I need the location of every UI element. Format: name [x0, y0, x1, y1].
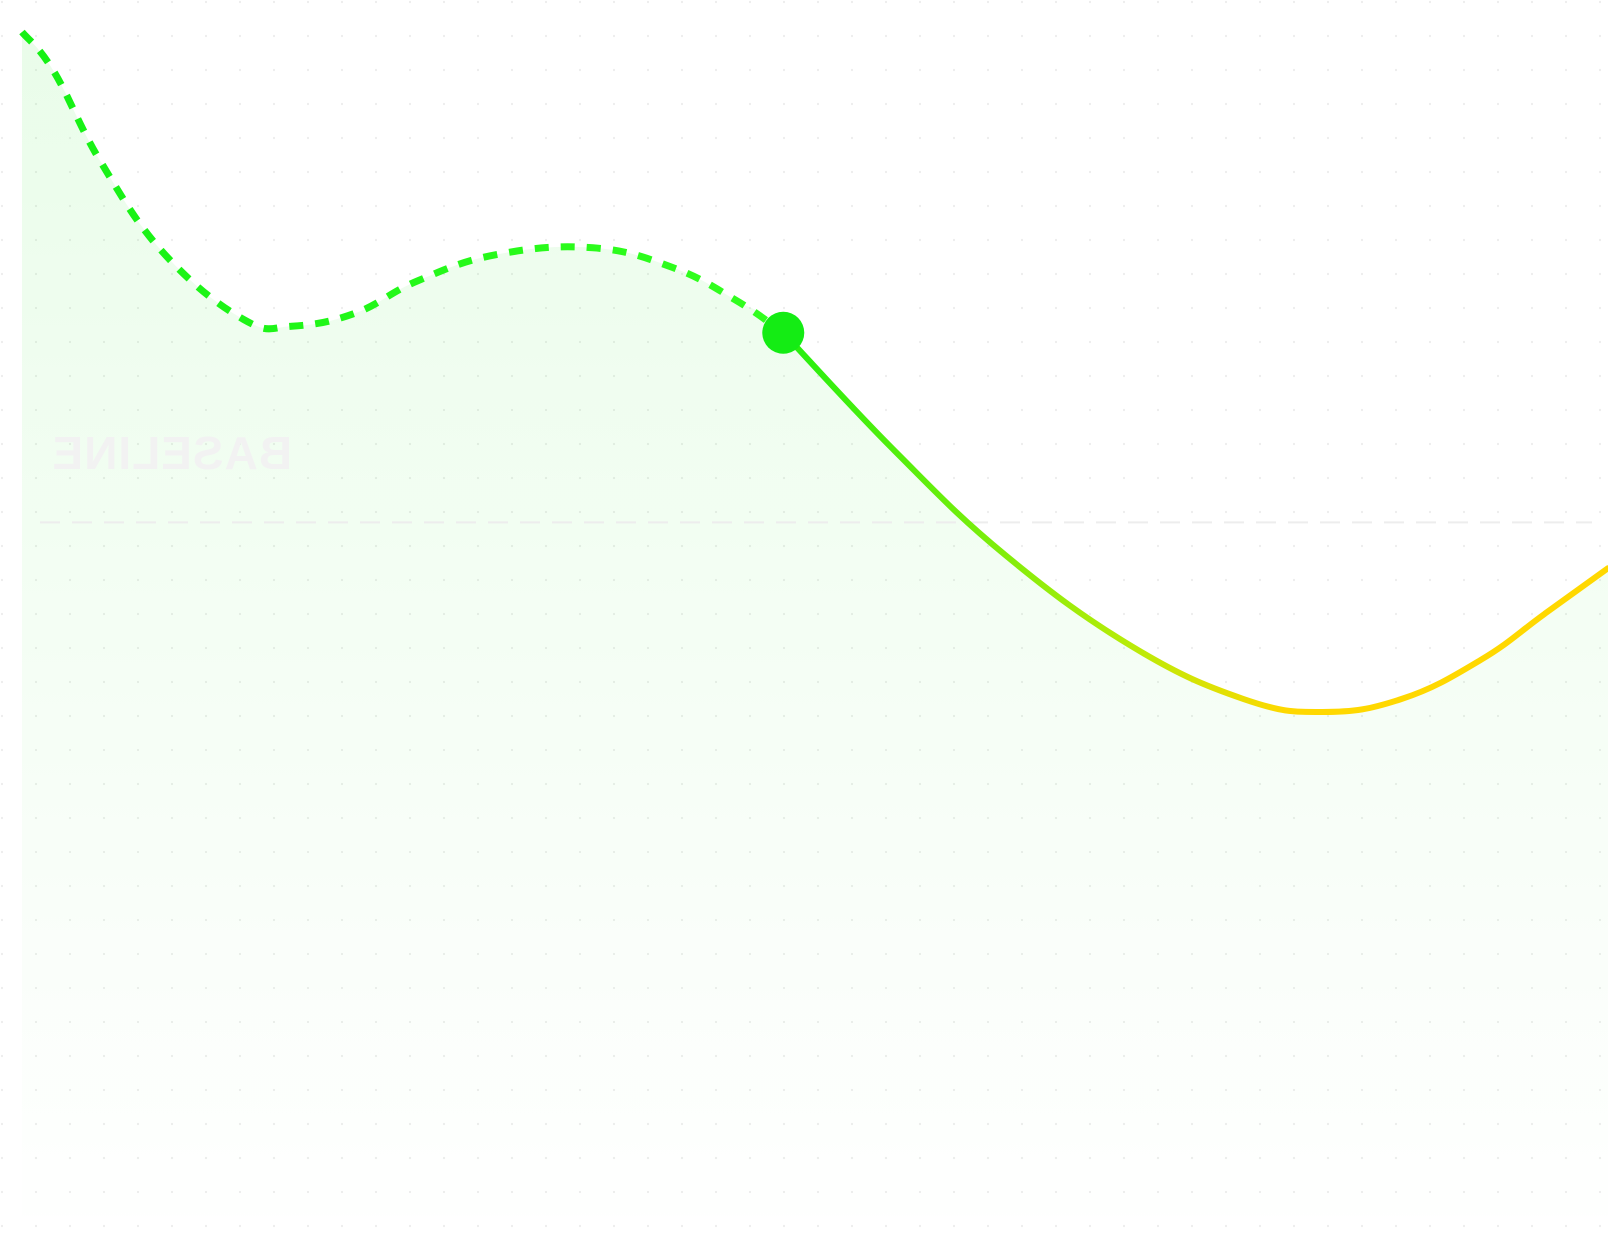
area-fill: [22, 32, 1608, 1240]
current-point-marker: [762, 311, 805, 354]
series-layer: [19, 29, 1608, 716]
area-fill-layer: [22, 32, 1608, 1240]
series-line-dashed: [19, 29, 786, 336]
marker-layer: [762, 311, 805, 354]
series-line-solid: [780, 329, 1608, 716]
reference-line-label: BASELINE: [51, 427, 292, 479]
reference-layer: BASELINE: [40, 427, 1592, 524]
